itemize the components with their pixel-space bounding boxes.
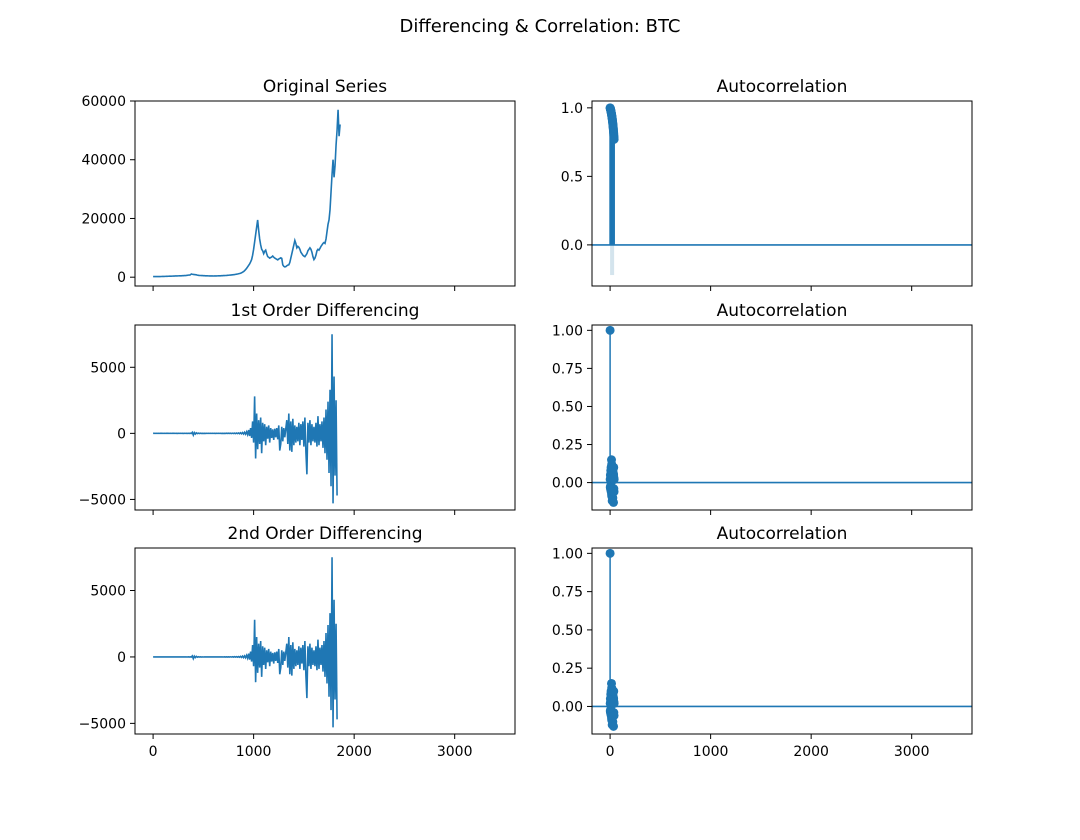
acf-marker [609,134,619,144]
acf-marker [609,721,619,731]
x-tick-label: 1000 [236,744,272,760]
y-tick-label: 0.50 [552,399,583,415]
acf-marker [609,462,619,472]
y-tick-label: 0.00 [552,476,583,492]
y-tick-label: 0.75 [552,585,583,601]
y-tick-label: 20000 [81,211,126,227]
acf-marker [609,475,619,485]
panel-4: Autocorrelation 0.00 0.25 0.50 0.75 1.00 [552,301,973,515]
panel-3: 1st Order Differencing −5000 0 5000 [79,301,516,515]
panel-title: Original Series [263,77,387,97]
panel-title: Autocorrelation [717,524,848,544]
axes-frame [591,324,973,511]
plot-area [592,325,972,507]
x-tick-label: 2000 [793,744,829,760]
y-tick-label: 0.00 [552,699,583,715]
y-tick-label: 5000 [90,584,126,600]
y-tick-label: −5000 [79,492,126,508]
panel-title: Autocorrelation [717,77,848,97]
y-tick-label: 60000 [81,94,126,110]
plot-area [153,557,338,728]
acf-marker [609,711,619,721]
axes-frame [591,547,973,735]
panel-6: Autocorrelation 0.00 0.25 0.50 0.75 1.00 0 1000… [552,524,973,760]
axes-frame [134,324,516,511]
x-tick-label: 1000 [693,744,729,760]
x-tick-label: 0 [606,744,615,760]
y-tick-label: 5000 [90,360,126,376]
acf-marker [605,325,615,335]
x-tick-label: 3000 [894,744,930,760]
axes-frame [134,100,516,287]
y-tick-label: 1.00 [552,323,583,339]
plot-area [592,548,972,731]
y-tick-label: 0.5 [561,169,583,185]
series-line [153,557,338,728]
acf-marker [609,497,619,507]
panel-5: 2nd Order Differencing −5000 0 5000 0 1000 200… [79,524,516,760]
plot-area [592,103,972,276]
panel-title: 2nd Order Differencing [228,524,423,544]
acf-marker [605,548,615,558]
y-tick-label: 40000 [81,153,126,169]
confidence-band [610,242,615,276]
panel-2: Autocorrelation 0.0 0.5 1.0 [561,77,973,291]
panels: Original Series0200004000060000Autocorre… [79,77,973,760]
panel-1: Original Series 0 20000 40000 60000 [81,77,516,291]
plot-area [153,334,338,504]
y-tick-label: 0.25 [552,438,583,454]
figure-title: Differencing & Correlation: BTC [400,16,681,37]
axes-frame [134,547,516,735]
y-tick-label: −5000 [79,716,126,732]
acf-marker [609,487,619,497]
panel-title: Autocorrelation [717,301,848,321]
acf-marker [609,698,619,708]
y-tick-label: 0.0 [561,238,583,254]
axes-frame [591,100,973,287]
y-tick-label: 1.00 [552,546,583,562]
series-line [153,109,341,278]
series-line [153,334,338,504]
plot-area [153,109,341,278]
acf-marker [609,686,619,696]
y-tick-label: 0 [117,426,126,442]
x-tick-label: 3000 [437,744,473,760]
y-tick-label: 0 [117,650,126,666]
y-tick-label: 0.75 [552,361,583,377]
panel-title: 1st Order Differencing [231,301,420,321]
x-tick-label: 0 [149,744,158,760]
y-tick-label: 0.50 [552,623,583,639]
y-tick-label: 0.25 [552,661,583,677]
x-tick-label: 2000 [336,744,372,760]
y-tick-label: 1.0 [561,101,583,117]
y-tick-label: 0 [117,270,126,286]
